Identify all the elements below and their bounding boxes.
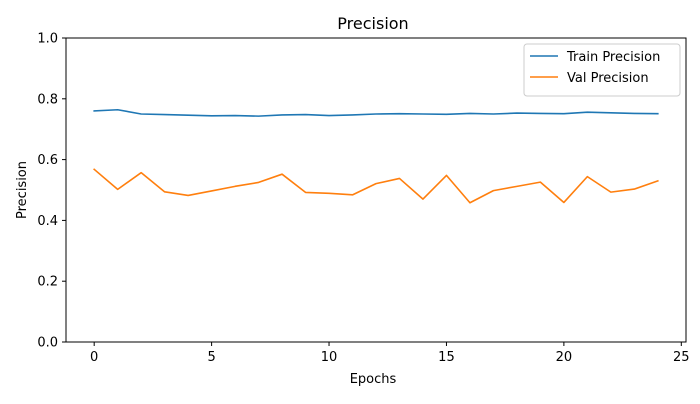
series-line-0 bbox=[93, 108, 659, 117]
legend-label-1: Val Precision bbox=[567, 71, 649, 86]
x-tick-label: 25 bbox=[673, 350, 690, 365]
y-tick-label: 0.4 bbox=[37, 214, 58, 229]
chart-title: Precision bbox=[337, 14, 408, 33]
x-tick-label: 0 bbox=[90, 350, 98, 365]
y-tick-label: 1.0 bbox=[37, 32, 58, 47]
y-tick-label: 0.0 bbox=[37, 336, 58, 351]
y-tick-label: 0.2 bbox=[37, 275, 58, 290]
series-line-1 bbox=[93, 168, 659, 204]
y-tick-label: 0.6 bbox=[37, 153, 58, 168]
y-tick-label: 0.8 bbox=[37, 92, 58, 107]
x-tick-label: 15 bbox=[438, 350, 455, 365]
y-axis-label: Precision bbox=[15, 161, 30, 219]
plot-area: 0 5 10 15 20 25 0.0 0.2 0.4 0.6 0.8 1.0 bbox=[37, 32, 689, 366]
x-axis-label: Epochs bbox=[350, 372, 397, 387]
x-tick-label: 5 bbox=[207, 350, 215, 365]
x-tick-label: 10 bbox=[321, 350, 338, 365]
plot-frame bbox=[65, 37, 687, 343]
legend-box bbox=[523, 43, 681, 97]
legend-label-0: Train Precision bbox=[566, 50, 660, 65]
x-tick-label: 20 bbox=[556, 350, 573, 365]
legend: Train Precision Val Precision bbox=[523, 43, 681, 97]
